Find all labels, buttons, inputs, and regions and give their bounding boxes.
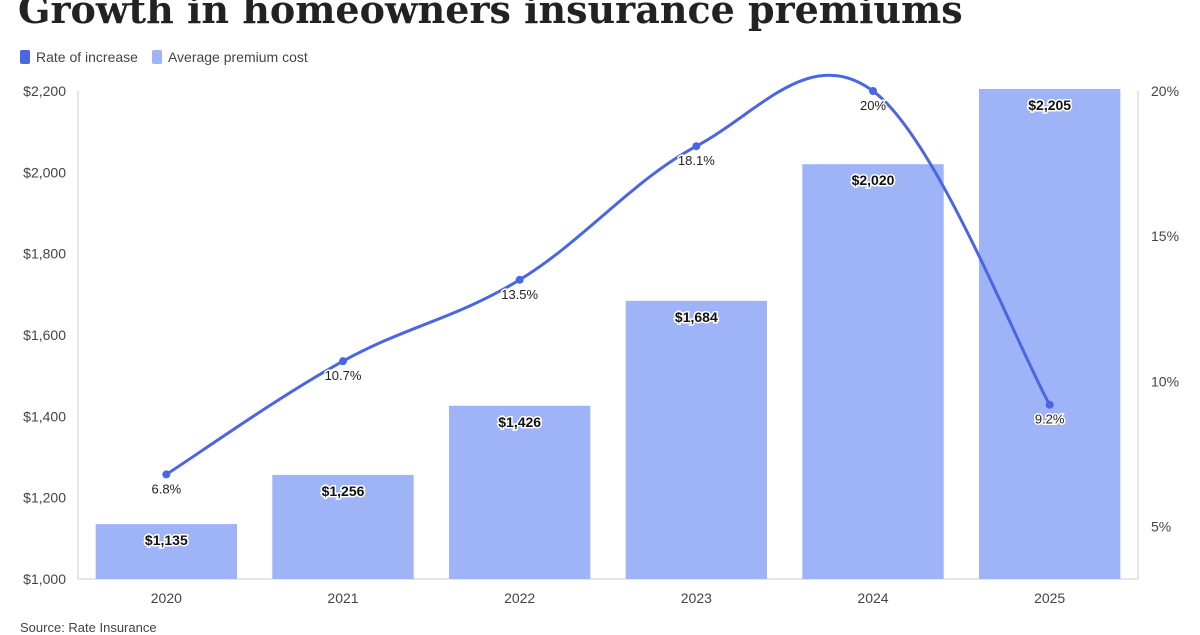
rate-value-label: 6.8% <box>152 481 182 496</box>
rate-point <box>162 470 171 479</box>
rate-line <box>164 73 1052 476</box>
bar-value-label: $1,426 <box>498 414 541 430</box>
rate-value-label: 20% <box>860 98 886 113</box>
legend-item-premium[interactable]: Average premium cost <box>151 49 308 65</box>
bar <box>802 164 944 579</box>
chart-title: Growth in homeowners insurance premiums <box>18 0 963 32</box>
x-tick-label: 2023 <box>681 590 712 606</box>
legend: Rate of increase Average premium cost <box>20 49 308 65</box>
y2-tick-label: 5% <box>1151 519 1171 535</box>
rate-point <box>692 142 701 151</box>
rate-value-label: 9.2% <box>1035 412 1065 427</box>
rate-point <box>515 275 524 284</box>
rate-point <box>1045 400 1054 409</box>
x-tick-label: 2020 <box>151 590 182 606</box>
bar-value-label: $1,684 <box>675 309 718 325</box>
y2-tick-label: 20% <box>1151 83 1179 99</box>
x-tick-label: 2021 <box>327 590 358 606</box>
rate-value-label: 18.1% <box>678 153 715 168</box>
rate-value-label: 13.5% <box>501 287 538 302</box>
rate-point <box>869 87 877 95</box>
y-tick-label: $1,200 <box>23 490 66 506</box>
bar-value-label: $1,256 <box>322 483 365 499</box>
rate-value-label: 10.7% <box>325 368 362 383</box>
rate-point <box>339 357 347 366</box>
legend-label-rate: Rate of increase <box>36 49 138 65</box>
y2-tick-label: 10% <box>1151 373 1179 389</box>
y-tick-label: $1,800 <box>23 246 66 262</box>
y2-tick-label: 15% <box>1151 228 1179 244</box>
y-tick-label: $2,200 <box>23 83 66 99</box>
bar-value-label: $2,205 <box>1028 97 1071 113</box>
legend-label-premium: Average premium cost <box>167 49 308 65</box>
legend-swatch-rate <box>20 50 30 64</box>
legend-item-rate[interactable]: Rate of increase <box>20 49 138 65</box>
legend-swatch-premium <box>151 50 162 64</box>
x-tick-label: 2024 <box>857 590 888 606</box>
x-tick-label: 2022 <box>504 590 535 606</box>
bar <box>449 405 591 579</box>
bar-value-label: $1,135 <box>145 532 188 548</box>
source-note: Source: Rate Insurance <box>20 620 157 635</box>
y-tick-label: $2,000 <box>23 164 66 180</box>
bar-value-label: $2,020 <box>852 172 895 188</box>
bar <box>979 88 1121 579</box>
y-tick-label: $1,600 <box>23 327 66 343</box>
bar <box>272 474 414 579</box>
bar <box>625 300 767 579</box>
x-tick-label: 2025 <box>1034 590 1065 606</box>
y-tick-label: $1,000 <box>23 571 66 587</box>
bar <box>95 524 238 579</box>
y-tick-label: $1,400 <box>23 408 66 424</box>
